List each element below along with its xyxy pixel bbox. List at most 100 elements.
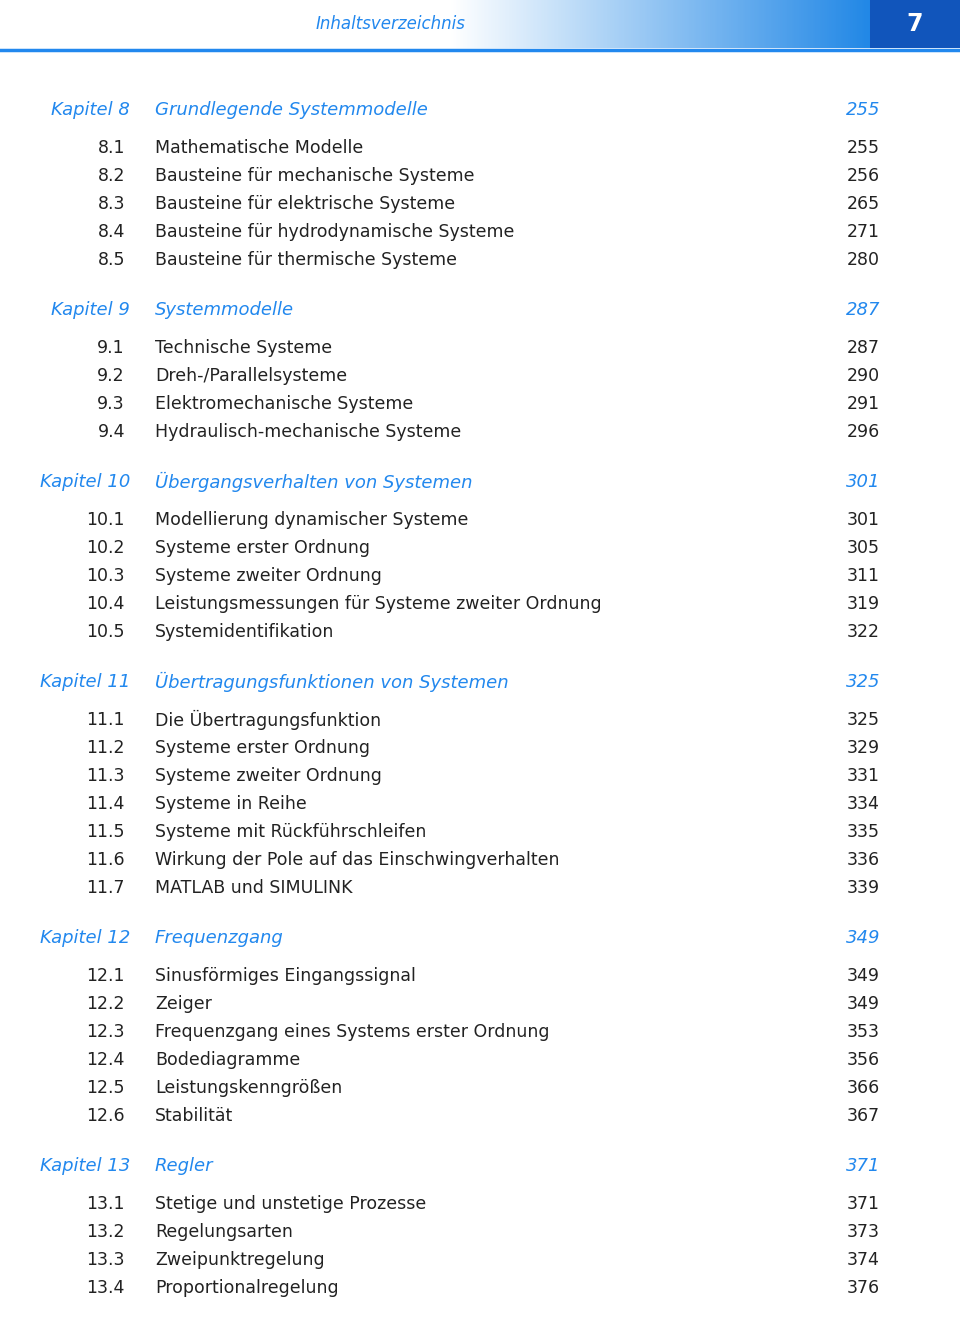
Bar	[478, 0, 480, 47]
Bar	[543, 0, 546, 47]
Text: Leistungsmessungen für Systeme zweiter Ordnung: Leistungsmessungen für Systeme zweiter O…	[155, 595, 602, 613]
Bar	[451, 0, 454, 47]
Bar	[723, 0, 726, 47]
Bar	[554, 0, 556, 47]
Bar	[508, 0, 510, 47]
Bar	[459, 0, 461, 47]
Bar	[732, 0, 733, 47]
Text: 13.2: 13.2	[86, 1223, 125, 1241]
Text: 265: 265	[847, 195, 880, 212]
Bar	[592, 0, 595, 47]
Bar	[537, 0, 540, 47]
Bar	[827, 0, 829, 47]
Bar	[536, 0, 538, 47]
Bar	[474, 0, 476, 47]
Text: Technische Systeme: Technische Systeme	[155, 339, 332, 357]
Bar	[751, 0, 754, 47]
Text: Systemmodelle: Systemmodelle	[155, 301, 294, 319]
Bar	[647, 0, 650, 47]
Bar	[569, 0, 571, 47]
Bar	[777, 0, 779, 47]
Bar	[466, 0, 468, 47]
Text: Kapitel 13: Kapitel 13	[39, 1157, 130, 1175]
Text: Stabilität: Stabilität	[155, 1107, 233, 1125]
Bar	[636, 0, 638, 47]
Bar	[775, 0, 778, 47]
Bar	[673, 0, 675, 47]
Bar	[595, 0, 598, 47]
Bar	[570, 0, 573, 47]
Bar	[575, 0, 577, 47]
Text: Systeme in Reihe: Systeme in Reihe	[155, 795, 307, 813]
Bar	[611, 0, 613, 47]
Text: Regler: Regler	[155, 1157, 213, 1175]
Bar	[658, 0, 660, 47]
Bar	[463, 0, 465, 47]
Bar	[513, 0, 516, 47]
Text: 8.3: 8.3	[98, 195, 125, 212]
Bar	[551, 0, 553, 47]
Bar	[659, 0, 661, 47]
Text: Systeme zweiter Ordnung: Systeme zweiter Ordnung	[155, 567, 382, 586]
Text: Inhaltsverzeichnis: Inhaltsverzeichnis	[315, 15, 465, 33]
Bar	[779, 0, 781, 47]
Bar	[792, 0, 794, 47]
Bar	[484, 0, 486, 47]
Bar	[842, 0, 845, 47]
Bar	[768, 0, 770, 47]
Bar	[479, 0, 482, 47]
Bar	[573, 0, 576, 47]
Bar	[748, 0, 751, 47]
Bar	[516, 0, 518, 47]
Bar	[750, 0, 752, 47]
Text: 301: 301	[847, 510, 880, 529]
Bar	[580, 0, 583, 47]
Bar	[650, 0, 653, 47]
Bar	[497, 0, 500, 47]
Bar	[695, 0, 697, 47]
Bar	[799, 0, 801, 47]
Bar	[713, 0, 715, 47]
Bar	[685, 0, 687, 47]
Bar	[807, 0, 809, 47]
Text: Die Übertragungsfunktion: Die Übertragungsfunktion	[155, 710, 381, 729]
Bar	[600, 0, 602, 47]
Bar	[631, 0, 633, 47]
Text: Systeme mit Rückführschleifen: Systeme mit Rückführschleifen	[155, 823, 426, 842]
Text: 10.3: 10.3	[86, 567, 125, 586]
Bar	[754, 0, 756, 47]
Bar	[546, 0, 549, 47]
Text: 8.1: 8.1	[98, 138, 125, 157]
Bar	[531, 0, 534, 47]
Bar	[790, 0, 793, 47]
Bar	[741, 0, 744, 47]
Text: 374: 374	[847, 1250, 880, 1269]
Bar	[753, 0, 755, 47]
Text: 12.2: 12.2	[86, 995, 125, 1013]
Bar	[823, 0, 825, 47]
Text: 11.5: 11.5	[86, 823, 125, 842]
Text: 13.4: 13.4	[86, 1279, 125, 1297]
Bar	[852, 0, 854, 47]
Bar	[793, 0, 796, 47]
Bar	[824, 0, 827, 47]
Bar	[576, 0, 578, 47]
Bar	[597, 0, 599, 47]
Bar	[604, 0, 607, 47]
Bar	[759, 0, 762, 47]
Bar	[517, 0, 519, 47]
Bar	[863, 0, 865, 47]
Bar	[787, 0, 790, 47]
Bar	[714, 0, 717, 47]
Bar	[626, 0, 629, 47]
Text: 10.5: 10.5	[86, 623, 125, 641]
Text: 356: 356	[847, 1051, 880, 1068]
Bar	[618, 0, 620, 47]
Text: Grundlegende Systemmodelle: Grundlegende Systemmodelle	[155, 102, 428, 119]
Bar	[475, 0, 477, 47]
Bar	[612, 0, 614, 47]
Bar	[848, 0, 850, 47]
Bar	[521, 0, 524, 47]
Bar	[518, 0, 521, 47]
Bar	[808, 0, 811, 47]
